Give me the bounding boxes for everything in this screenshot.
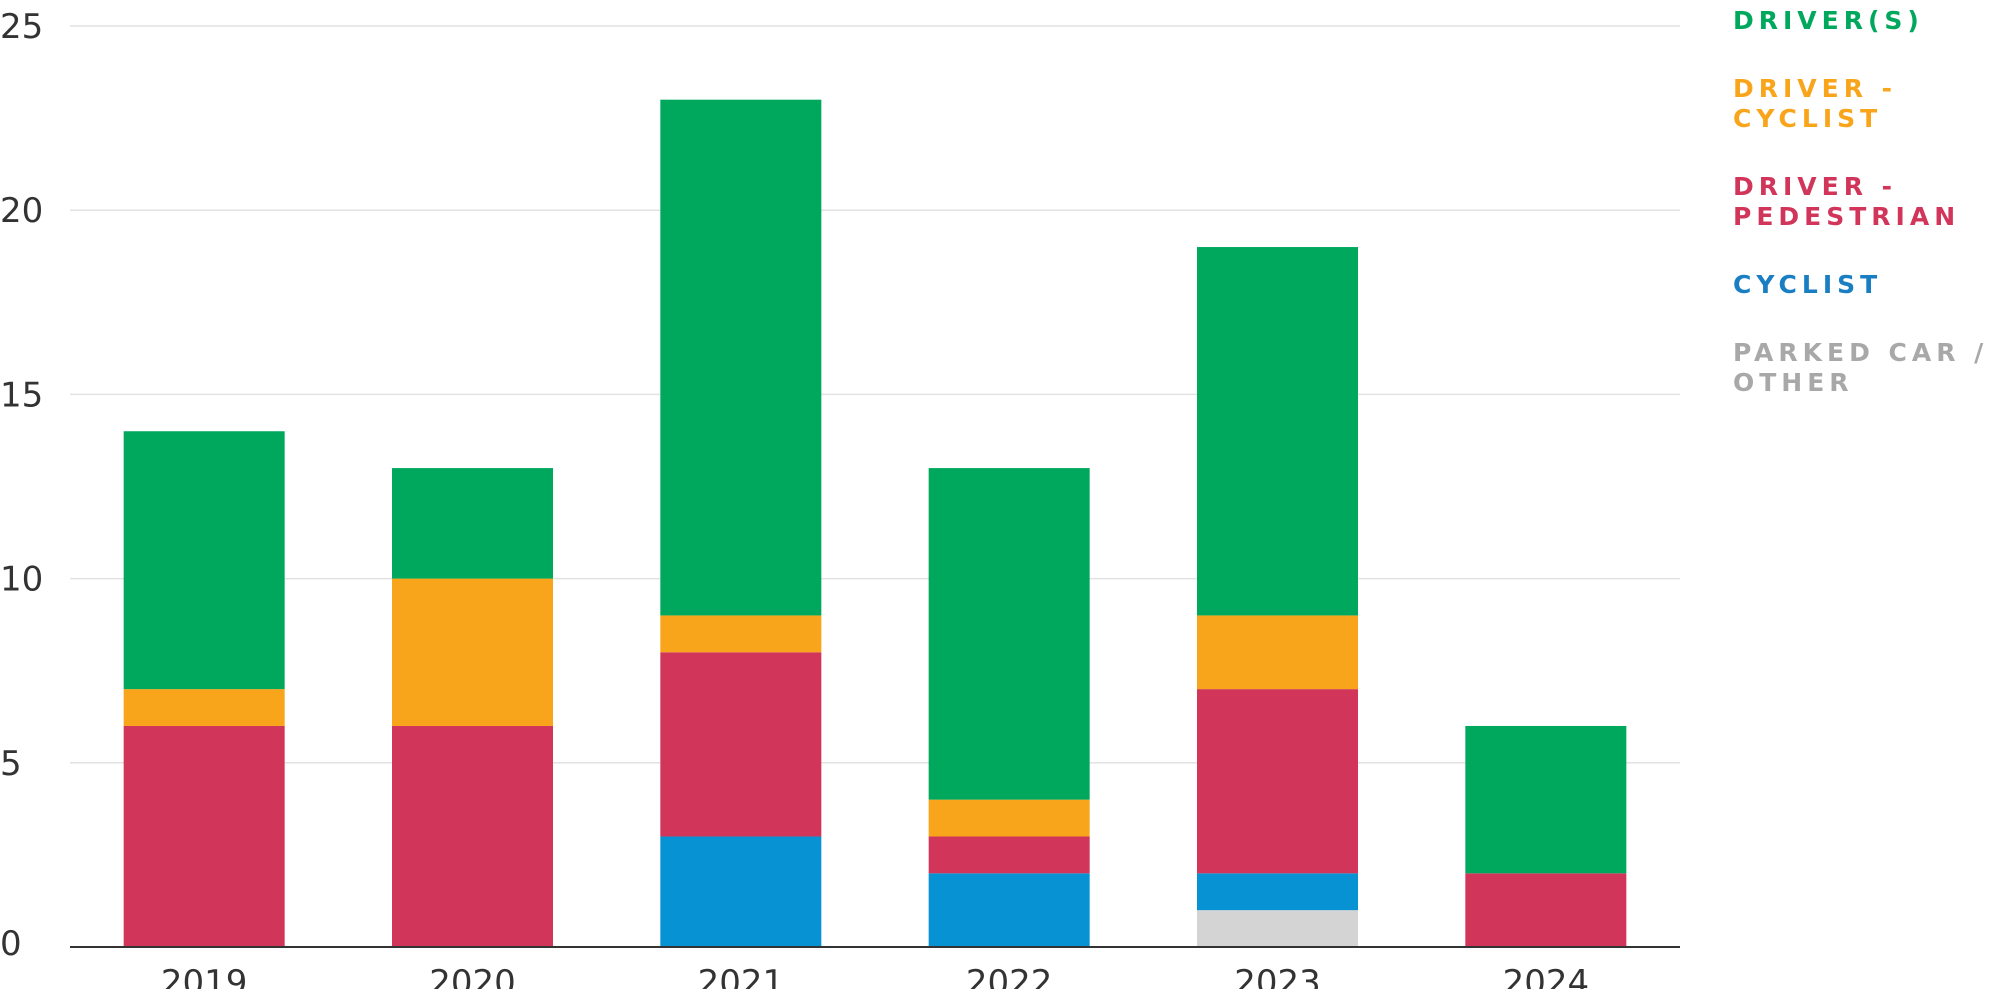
bar-segment [1197, 873, 1358, 911]
y-tick-label: 5 [0, 744, 22, 784]
y-tick-label: 10 [0, 560, 43, 600]
y-tick-label: 20 [0, 191, 43, 231]
bar-segment [123, 725, 285, 947]
x-tick-label: 2022 [966, 963, 1053, 989]
legend: Driver(s) Driver - Cyclist Driver - Pedest… [1733, 6, 1998, 436]
x-tick-label: 2023 [1234, 963, 1321, 989]
x-tick-label: 2019 [161, 963, 248, 989]
y-tick-label: 15 [0, 375, 43, 415]
legend-item: Parked car / Other [1733, 338, 1989, 397]
x-tick-label: 2021 [698, 963, 785, 989]
bar-segment [392, 725, 553, 947]
bar-segment [123, 431, 285, 690]
x-tick-labels: 2019 2020 2021 2022 2023 2024 [161, 963, 1589, 989]
bars [123, 99, 1627, 947]
bar-segment [1465, 725, 1627, 874]
bar-segment [1197, 615, 1358, 690]
y-tick-label: 0 [0, 924, 22, 964]
bar-segment [928, 836, 1090, 874]
bar-segment [392, 468, 553, 579]
y-tick-label: 25 [0, 7, 43, 47]
legend-item: Driver(s) [1733, 6, 1924, 35]
x-tick-label: 2024 [1503, 963, 1590, 989]
gridlines [70, 25, 1680, 764]
bar-segment [392, 578, 553, 726]
y-tick-labels: 0 5 10 15 20 25 [0, 7, 43, 964]
legend-item: Driver - Pedestrian [1733, 172, 1961, 231]
bar-segment [928, 799, 1090, 837]
bar-segment [660, 652, 822, 837]
bar-segment [1197, 910, 1358, 947]
bar-segment [660, 836, 822, 947]
bar-segment [660, 615, 822, 653]
legend-item: Cyclist [1733, 270, 1883, 299]
bar-segment [1197, 689, 1358, 874]
bar-segment [1465, 873, 1627, 947]
bar-segment [660, 99, 822, 616]
bar-segment [123, 689, 285, 726]
x-tick-label: 2020 [429, 963, 516, 989]
bar-segment [928, 873, 1090, 947]
legend-item: Driver - Cyclist [1733, 74, 1898, 133]
bar-segment [1197, 247, 1358, 616]
bar-segment [928, 468, 1090, 800]
